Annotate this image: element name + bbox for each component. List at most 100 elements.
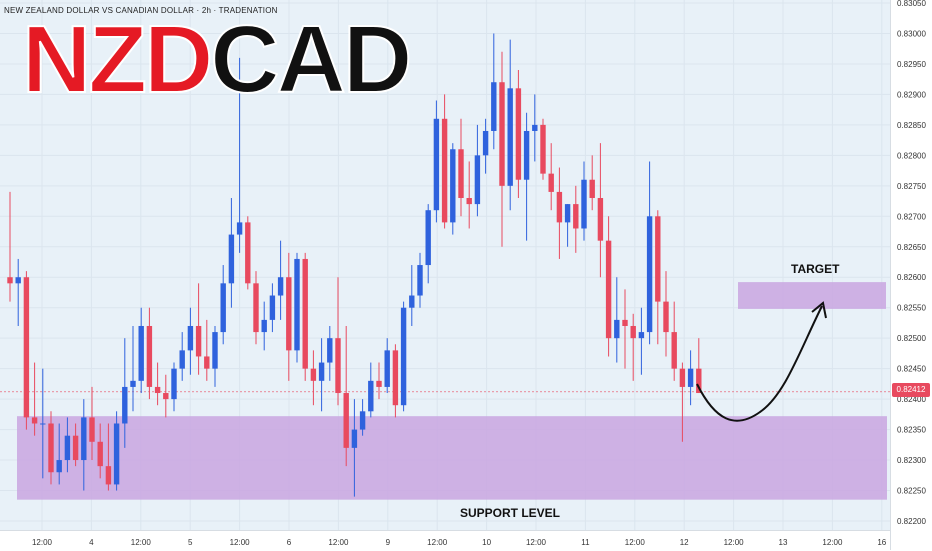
price-tick-label: 0.82800 — [897, 151, 926, 160]
candle-body — [351, 429, 358, 448]
candle-body — [7, 277, 13, 284]
candle-body — [163, 393, 169, 400]
candle-body — [605, 240, 612, 339]
time-tick-label: 4 — [89, 538, 94, 547]
price-tick-label: 0.82200 — [897, 517, 926, 526]
candle-body — [310, 368, 317, 381]
candle-body — [253, 283, 259, 333]
candle-body — [154, 386, 161, 394]
candle-body — [532, 124, 538, 131]
projection-arrow — [696, 305, 823, 422]
candlestick-chart[interactable] — [0, 0, 890, 530]
candle-body — [236, 222, 243, 235]
candle-body — [466, 198, 472, 205]
candle-body — [696, 368, 702, 394]
time-tick-label: 12:00 — [427, 538, 448, 547]
candle-body — [343, 393, 349, 448]
time-tick-label: 12 — [680, 538, 689, 547]
candle-body — [56, 460, 62, 473]
candle-body — [72, 435, 79, 461]
price-tick-label: 0.82550 — [897, 304, 926, 313]
candle-body — [597, 198, 604, 241]
candle-body — [458, 149, 464, 199]
candle-body — [81, 417, 87, 461]
candle-body — [179, 350, 185, 369]
title-base-currency: NZD — [21, 6, 214, 113]
candle-body — [286, 277, 292, 351]
candle-body — [655, 216, 661, 302]
candle-body — [482, 130, 489, 156]
candle-body — [573, 204, 579, 229]
candle-body — [630, 325, 636, 339]
current-price-tag: 0.82412 — [892, 383, 930, 397]
support-label: SUPPORT LEVEL — [460, 506, 561, 520]
candle-body — [130, 380, 136, 387]
price-tick-label: 0.82950 — [897, 60, 926, 69]
candle-body — [122, 386, 128, 424]
candle-body — [564, 204, 571, 223]
price-tick-label: 0.82250 — [897, 487, 926, 496]
candle-body — [64, 435, 71, 461]
price-tick-label: 0.82300 — [897, 456, 926, 465]
chart-area[interactable]: NEW ZEALAND DOLLAR VS CANADIAN DOLLAR · … — [0, 0, 890, 530]
time-tick-label: 12:00 — [328, 538, 349, 547]
time-tick-label: 16 — [877, 538, 886, 547]
title-quote-currency: CAD — [209, 6, 413, 113]
candle-body — [195, 325, 202, 357]
candle-body — [474, 155, 481, 205]
candle-body — [417, 265, 423, 296]
candle-body — [433, 118, 440, 211]
candle-body — [515, 88, 522, 180]
candle-body — [425, 210, 431, 266]
price-tick-label: 0.82350 — [897, 426, 926, 435]
candle-body — [622, 319, 628, 326]
candle-body — [368, 380, 374, 412]
target-label: TARGET — [791, 262, 840, 276]
time-tick-label: 12:00 — [526, 538, 547, 547]
candle-body — [105, 466, 112, 485]
candle-body — [679, 368, 686, 387]
candle-body — [212, 332, 218, 369]
candle-body — [23, 277, 30, 418]
time-tick-label: 11 — [581, 538, 590, 547]
time-tick-label: 12:00 — [230, 538, 251, 547]
candle-body — [581, 179, 587, 229]
candle-body — [146, 325, 153, 387]
price-tick-label: 0.82700 — [897, 212, 926, 221]
candle-body — [40, 423, 46, 425]
candle-body — [548, 173, 554, 192]
candle-body — [540, 124, 546, 174]
candle-body — [638, 332, 645, 339]
time-tick-label: 6 — [287, 538, 292, 547]
time-tick-label: 12:00 — [32, 538, 53, 547]
candle-body — [523, 130, 530, 180]
price-tick-label: 0.83050 — [897, 0, 926, 8]
time-tick-label: 12:00 — [625, 538, 646, 547]
time-tick-label: 13 — [779, 538, 788, 547]
time-axis[interactable]: 12:00 4 12:00 5 12:00 6 12:00 9 12:00 10 12:00 11 12… — [0, 530, 890, 551]
candle-body — [335, 338, 341, 394]
price-tick-label: 0.82750 — [897, 182, 926, 191]
candle-body — [556, 191, 563, 223]
price-tick-label: 0.82850 — [897, 121, 926, 130]
arrow-head — [811, 301, 827, 319]
candle-body — [499, 82, 505, 186]
candle-body — [392, 350, 399, 406]
price-tick-label: 0.82400 — [897, 395, 926, 404]
candle-body — [269, 295, 276, 320]
price-tick-label: 0.83000 — [897, 29, 926, 38]
candle-body — [450, 149, 456, 223]
candles — [7, 33, 702, 497]
candle-body — [277, 277, 284, 296]
candle-body — [171, 368, 177, 400]
candle-body — [646, 216, 653, 333]
candle-body — [327, 338, 333, 363]
time-tick-label: 5 — [188, 538, 193, 547]
support-zone — [17, 416, 887, 500]
candle-body — [187, 325, 194, 351]
time-tick-label: 12:00 — [131, 538, 152, 547]
candle-body — [31, 417, 38, 424]
candle-body — [89, 417, 95, 442]
price-tick-label: 0.82500 — [897, 334, 926, 343]
price-axis[interactable]: 0.83050 0.83000 0.82950 0.82900 0.82850 0.828… — [890, 0, 932, 550]
